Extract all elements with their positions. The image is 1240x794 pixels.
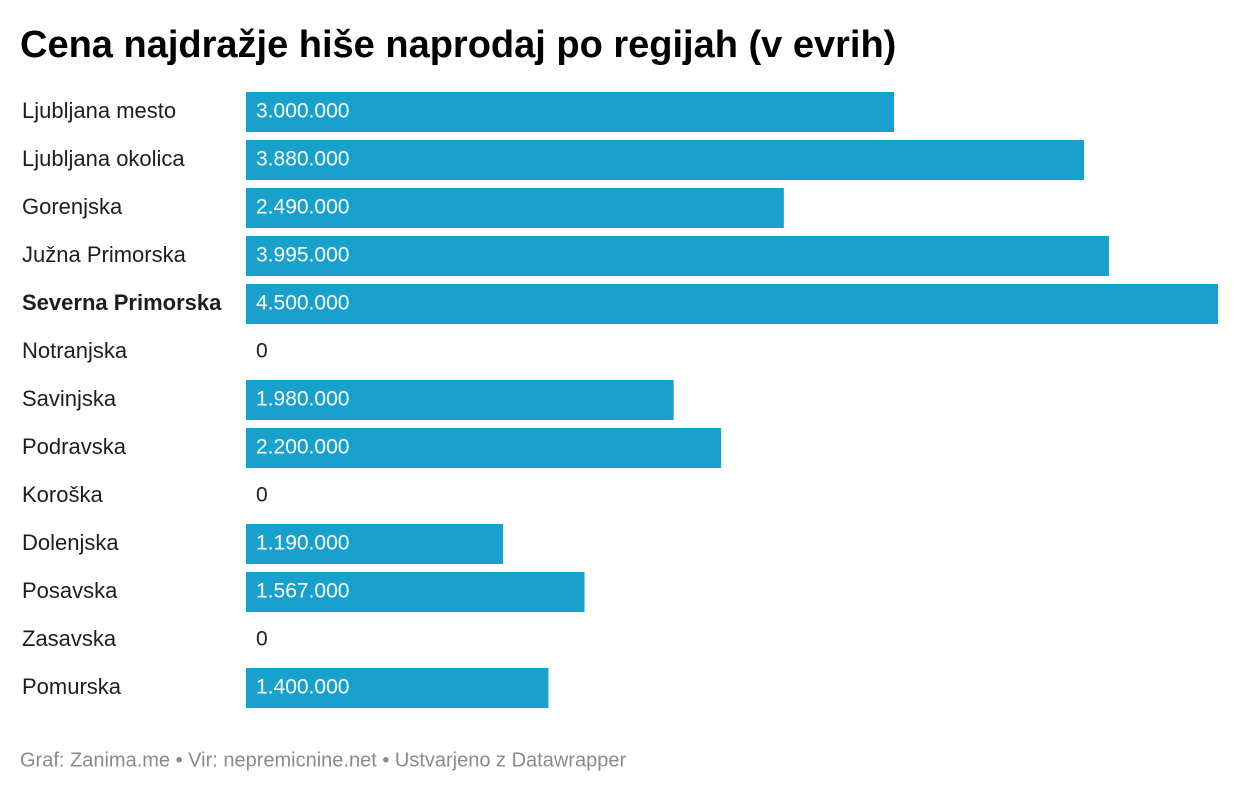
- bar: [246, 236, 1109, 276]
- chart-title: Cena najdražje hiše naprodaj po regijah …: [20, 24, 896, 66]
- value-label: 3.995.000: [256, 244, 349, 267]
- value-label: 0: [256, 340, 268, 363]
- category-label: Notranjska: [22, 338, 128, 363]
- category-label: Zasavska: [22, 626, 117, 651]
- value-label: 2.490.000: [256, 196, 349, 219]
- value-label: 3.000.000: [256, 100, 349, 123]
- bar: [246, 428, 722, 468]
- value-label: 1.190.000: [256, 532, 349, 555]
- value-label: 0: [256, 628, 268, 651]
- value-label: 3.880.000: [256, 148, 349, 171]
- source-note: Graf: Zanima.me • Vir: nepremicnine.net …: [20, 749, 626, 771]
- value-label: 2.200.000: [256, 436, 349, 459]
- category-label: Dolenjska: [22, 530, 119, 555]
- bar: [246, 140, 1085, 180]
- value-label: 1.400.000: [256, 676, 349, 699]
- category-label: Ljubljana okolica: [22, 146, 185, 171]
- category-label: Koroška: [22, 482, 103, 507]
- value-label: 1.567.000: [256, 580, 349, 603]
- category-label: Posavska: [22, 578, 118, 603]
- bar: [246, 524, 504, 564]
- category-label: Pomurska: [22, 674, 122, 699]
- bar: [246, 92, 894, 132]
- category-label: Severna Primorska: [22, 290, 222, 315]
- category-label: Savinjska: [22, 386, 117, 411]
- bar: [246, 188, 784, 228]
- category-label: Ljubljana mesto: [22, 98, 176, 123]
- bar: [246, 668, 549, 708]
- category-label: Podravska: [22, 434, 127, 459]
- bar: [246, 572, 585, 612]
- category-label: Gorenjska: [22, 194, 123, 219]
- value-label: 1.980.000: [256, 388, 349, 411]
- value-label: 4.500.000: [256, 292, 349, 315]
- value-label: 0: [256, 484, 268, 507]
- bar: [246, 284, 1218, 324]
- bar: [246, 380, 674, 420]
- category-label: Južna Primorska: [22, 242, 187, 267]
